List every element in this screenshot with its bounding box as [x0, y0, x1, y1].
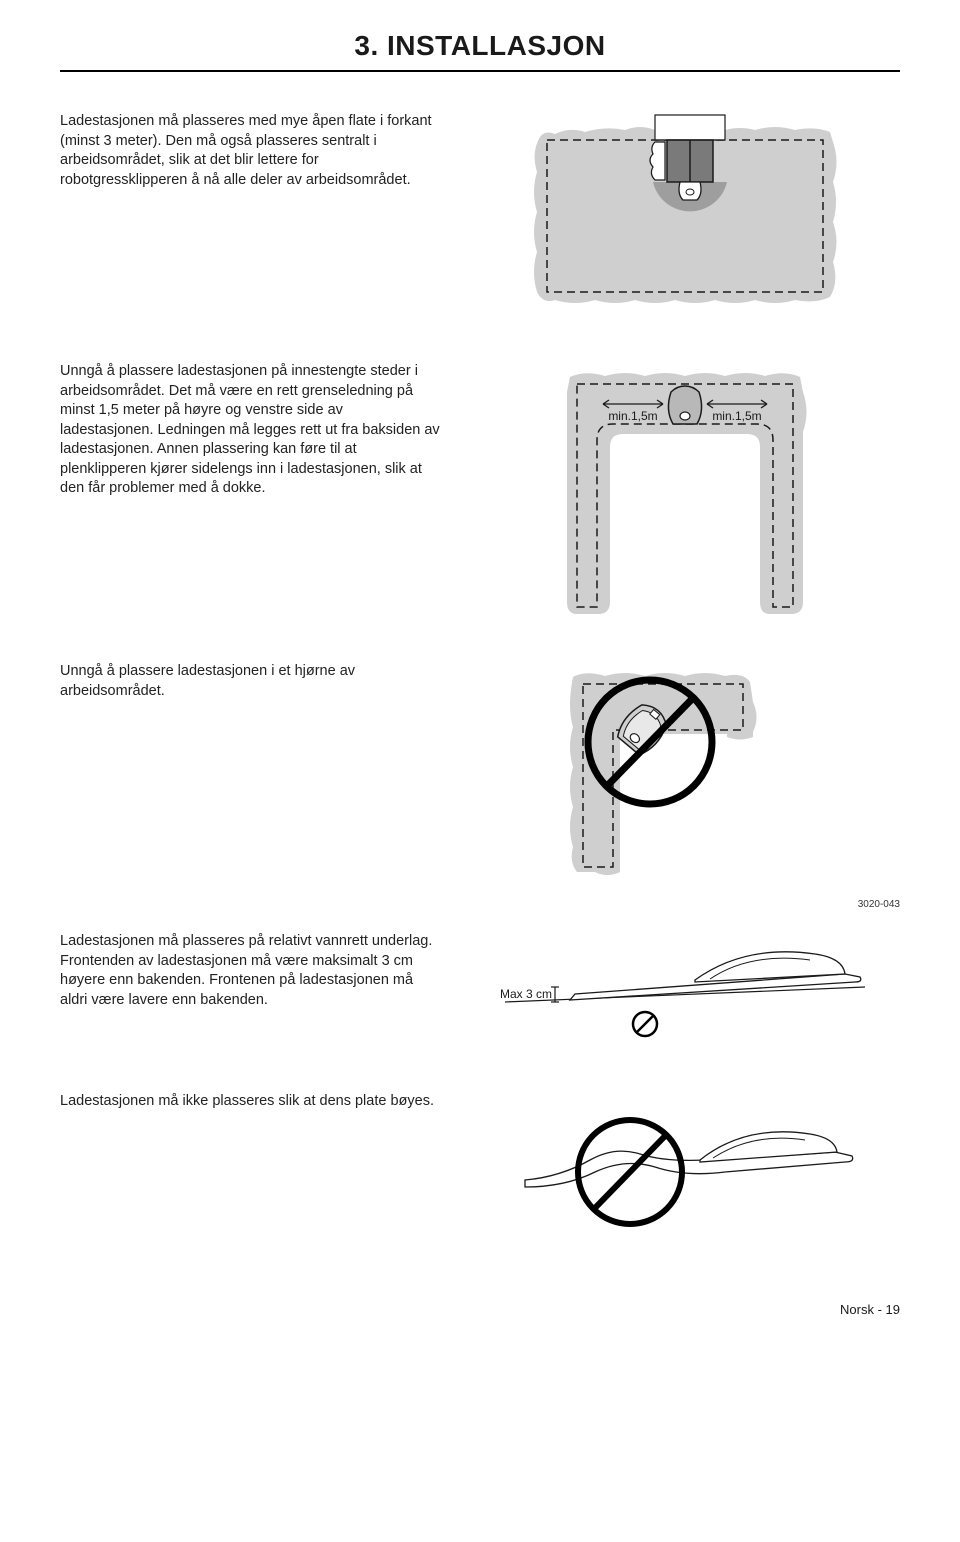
fig2-label-right: min.1,5m: [712, 409, 761, 423]
section-5: Ladestasjonen må ikke plasseres slik at …: [60, 1092, 900, 1242]
page-title: 3. INSTALLASJON: [60, 30, 900, 72]
small-prohibition-icon: [633, 1012, 657, 1036]
section-2: Unngå å plassere ladestasjonen på innest…: [60, 362, 900, 622]
section-2-text: Unngå å plassere ladestasjonen på innest…: [60, 362, 440, 499]
fig2-label-left: min.1,5m: [608, 409, 657, 423]
figure-2: min.1,5m min.1,5m: [470, 362, 900, 622]
figure-3-code: 3020-043: [858, 899, 900, 910]
section-4: Ladestasjonen må plasseres på relativt v…: [60, 932, 900, 1052]
fig4-label: Max 3 cm: [500, 987, 552, 1001]
section-5-text: Ladestasjonen må ikke plasseres slik at …: [60, 1092, 440, 1112]
figure-1: [470, 112, 900, 322]
figure-4: Max 3 cm: [470, 932, 900, 1052]
figure-5: [470, 1092, 900, 1242]
section-1-text: Ladestasjonen må plasseres med mye åpen …: [60, 112, 440, 190]
section-1: Ladestasjonen må plasseres med mye åpen …: [60, 112, 900, 322]
page-footer: Norsk - 19: [60, 1302, 900, 1317]
section-3-text: Unngå å plassere ladestasjonen i et hjør…: [60, 662, 440, 701]
section-4-text: Ladestasjonen må plasseres på relativt v…: [60, 932, 440, 1010]
section-3: Unngå å plassere ladestasjonen i et hjør…: [60, 662, 900, 892]
figure-3: 3020-043: [470, 662, 900, 892]
